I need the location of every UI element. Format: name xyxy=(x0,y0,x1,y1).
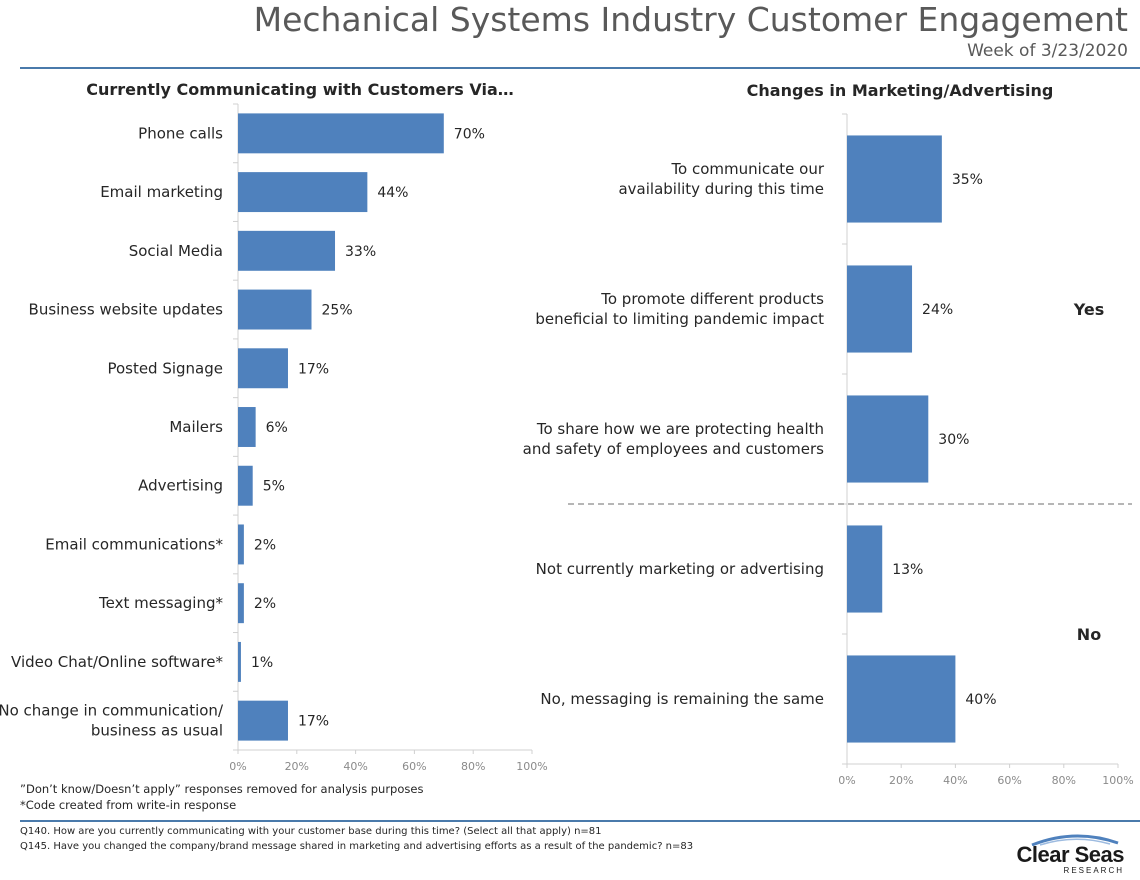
left-value-label: 17% xyxy=(298,714,329,730)
left-category-label: Advertising xyxy=(138,477,223,495)
left-x-tick-label: 60% xyxy=(402,760,426,773)
left-category-label: Video Chat/Online software* xyxy=(11,653,223,671)
group-label-yes: Yes xyxy=(1073,300,1105,319)
left-value-label: 33% xyxy=(345,244,376,260)
right-category-label: To communicate our availability during th… xyxy=(618,160,824,198)
footnote-dont-know: ”Don’t know/Doesn’t apply” responses rem… xyxy=(20,782,424,796)
right-category-label: Not currently marketing or advertising xyxy=(536,560,824,578)
left-x-tick-label: 40% xyxy=(343,760,367,773)
communication-channels-chart: Currently Communicating with Customers V… xyxy=(0,80,548,773)
left-bar xyxy=(238,289,312,330)
left-value-label: 44% xyxy=(377,185,408,201)
right-bar xyxy=(847,525,883,613)
right-category-label: To share how we are protecting health and… xyxy=(523,420,825,458)
right-value-label: 35% xyxy=(952,172,983,188)
left-category-label: Business website updates xyxy=(29,301,224,319)
left-x-tick-label: 80% xyxy=(461,760,485,773)
left-value-label: 2% xyxy=(254,596,276,612)
left-value-label: 70% xyxy=(454,126,485,142)
right-bar xyxy=(847,655,956,743)
right-bar xyxy=(847,265,913,353)
left-bar xyxy=(238,348,288,389)
page-title: Mechanical Systems Industry Customer Eng… xyxy=(253,0,1128,39)
left-category-label: Email marketing xyxy=(100,183,223,201)
logo-name: Clear Seas xyxy=(1016,842,1124,867)
left-x-tick-label: 20% xyxy=(285,760,309,773)
footnote-write-in: *Code created from write-in response xyxy=(20,798,237,812)
right-x-tick-label: 0% xyxy=(838,774,855,787)
right-bar xyxy=(847,395,929,483)
footer-divider xyxy=(20,820,1140,822)
question-q140: Q140. How are you currently communicatin… xyxy=(20,826,602,837)
left-bar xyxy=(238,583,244,624)
right-title: Changes in Marketing/Advertising xyxy=(747,81,1054,100)
left-bar xyxy=(238,172,368,213)
left-value-label: 6% xyxy=(266,420,288,436)
right-value-label: 30% xyxy=(938,432,969,448)
right-bar xyxy=(847,135,942,223)
wave-arc-icon xyxy=(1031,834,1119,846)
right-x-tick-label: 80% xyxy=(1052,774,1076,787)
left-category-label: Email communications* xyxy=(45,535,223,553)
left-bar xyxy=(238,700,288,741)
right-x-tick-label: 40% xyxy=(943,774,967,787)
left-bar xyxy=(238,407,256,447)
right-value-label: 13% xyxy=(892,562,923,578)
right-x-tick-label: 100% xyxy=(1102,774,1133,787)
left-bar xyxy=(238,113,444,154)
page-subtitle: Week of 3/23/2020 xyxy=(967,41,1128,61)
left-value-label: 17% xyxy=(298,361,329,377)
left-value-label: 2% xyxy=(254,537,276,553)
left-category-label: Text messaging* xyxy=(98,594,223,612)
left-category-label: Mailers xyxy=(169,418,223,436)
left-category-label: No change in communication/business as u… xyxy=(0,702,224,740)
right-x-tick-label: 20% xyxy=(889,774,913,787)
group-label-no: No xyxy=(1077,625,1101,644)
left-x-tick-label: 100% xyxy=(516,760,547,773)
left-category-label: Phone calls xyxy=(138,124,223,142)
right-category-label: No, messaging is remaining the same xyxy=(540,690,824,708)
right-value-label: 40% xyxy=(965,692,996,708)
left-bar xyxy=(238,465,253,506)
left-value-label: 25% xyxy=(322,303,353,319)
charts-canvas: Currently Communicating with Customers V… xyxy=(0,80,1134,787)
right-category-label: To promote different products beneficial … xyxy=(535,290,824,328)
left-value-label: 5% xyxy=(263,479,285,495)
left-category-label: Posted Signage xyxy=(107,359,223,377)
left-x-tick-label: 0% xyxy=(229,760,246,773)
right-x-tick-label: 60% xyxy=(997,774,1021,787)
left-bar xyxy=(238,524,244,565)
left-category-label: Social Media xyxy=(129,242,223,260)
logo-tagline: RESEARCH xyxy=(1063,866,1124,875)
marketing-changes-chart: Changes in Marketing/Advertising To commu… xyxy=(523,81,1134,787)
header-divider xyxy=(20,67,1140,69)
question-q145: Q145. Have you changed the company/brand… xyxy=(20,841,694,852)
left-value-label: 1% xyxy=(251,655,273,671)
left-title: Currently Communicating with Customers V… xyxy=(86,80,514,99)
clear-seas-logo: Clear Seas RESEARCH xyxy=(1016,832,1124,876)
left-bar xyxy=(238,641,241,682)
left-bar xyxy=(238,230,336,271)
right-value-label: 24% xyxy=(922,302,953,318)
